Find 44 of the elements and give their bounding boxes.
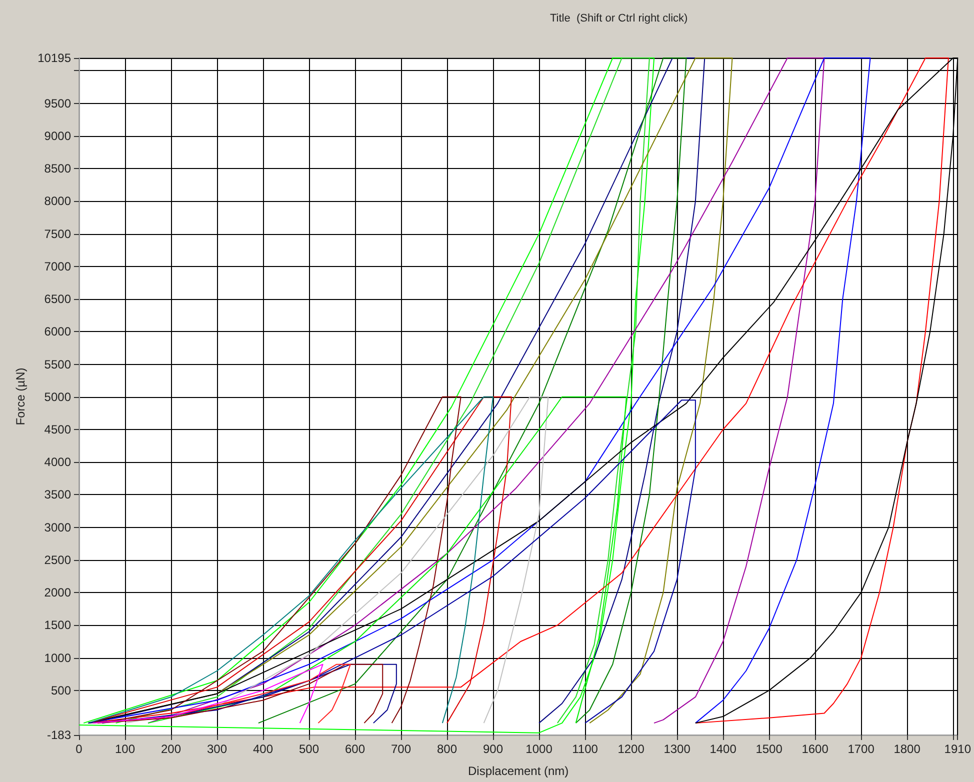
x-tick-label: 500 (299, 742, 320, 756)
y-tick-label: 7500 (44, 226, 72, 241)
y-tick-label: 5000 (44, 390, 72, 404)
y-axis-title: Force (µN) (14, 368, 28, 426)
x-tick-label: 1600 (802, 742, 829, 756)
y-tick-label: 8000 (44, 194, 72, 208)
y-tick-label: 8500 (44, 162, 72, 176)
x-tick-label: 200 (160, 742, 182, 756)
y-tick-label: 4000 (44, 455, 72, 470)
y-tick-label: 7000 (44, 259, 72, 274)
y-tick-label: 5500 (44, 357, 72, 372)
y-tick-label: 2000 (44, 586, 72, 600)
y-tick-label: 1000 (44, 650, 72, 665)
x-tick-label: 700 (391, 742, 412, 756)
x-tick-label: 300 (206, 742, 228, 756)
x-tick-label: 0 (76, 742, 83, 756)
y-tick-label: 6500 (44, 292, 72, 306)
x-tick-label: 1200 (618, 742, 645, 756)
x-tick-label: 1300 (664, 742, 691, 756)
y-tick-label: 1500 (44, 618, 72, 632)
y-tick-label: 2500 (44, 552, 72, 567)
y-tick-label: 9000 (44, 128, 72, 143)
y-tick-label: 9500 (44, 96, 72, 110)
x-tick-label: 1800 (894, 742, 921, 756)
y-tick-label: 4500 (44, 422, 72, 437)
x-tick-label: 100 (114, 742, 136, 756)
y-tick-label: 6000 (44, 324, 72, 339)
y-tick-label: -183 (46, 728, 72, 742)
y-tick-label: 500 (50, 683, 72, 698)
x-tick-label: 1700 (848, 742, 875, 756)
x-tick-label: 1100 (572, 742, 598, 756)
x-tick-label: 400 (252, 742, 274, 756)
chart-title: Title (Shift or Ctrl right click) (550, 12, 688, 24)
y-tick-label: 3000 (44, 520, 72, 534)
x-tick-label: 1500 (756, 742, 783, 756)
x-axis-title: Displacement (nm) (468, 764, 569, 778)
x-tick-label: 1400 (710, 742, 737, 756)
x-tick-label: 900 (483, 742, 504, 756)
x-tick-label: 800 (437, 742, 458, 756)
x-tick-label: 600 (345, 742, 366, 756)
y-tick-label: 10195 (38, 51, 72, 65)
x-tick-label: 1000 (526, 742, 553, 756)
y-tick-label: 3500 (44, 488, 72, 502)
x-tick-label: 1910 (944, 742, 972, 756)
